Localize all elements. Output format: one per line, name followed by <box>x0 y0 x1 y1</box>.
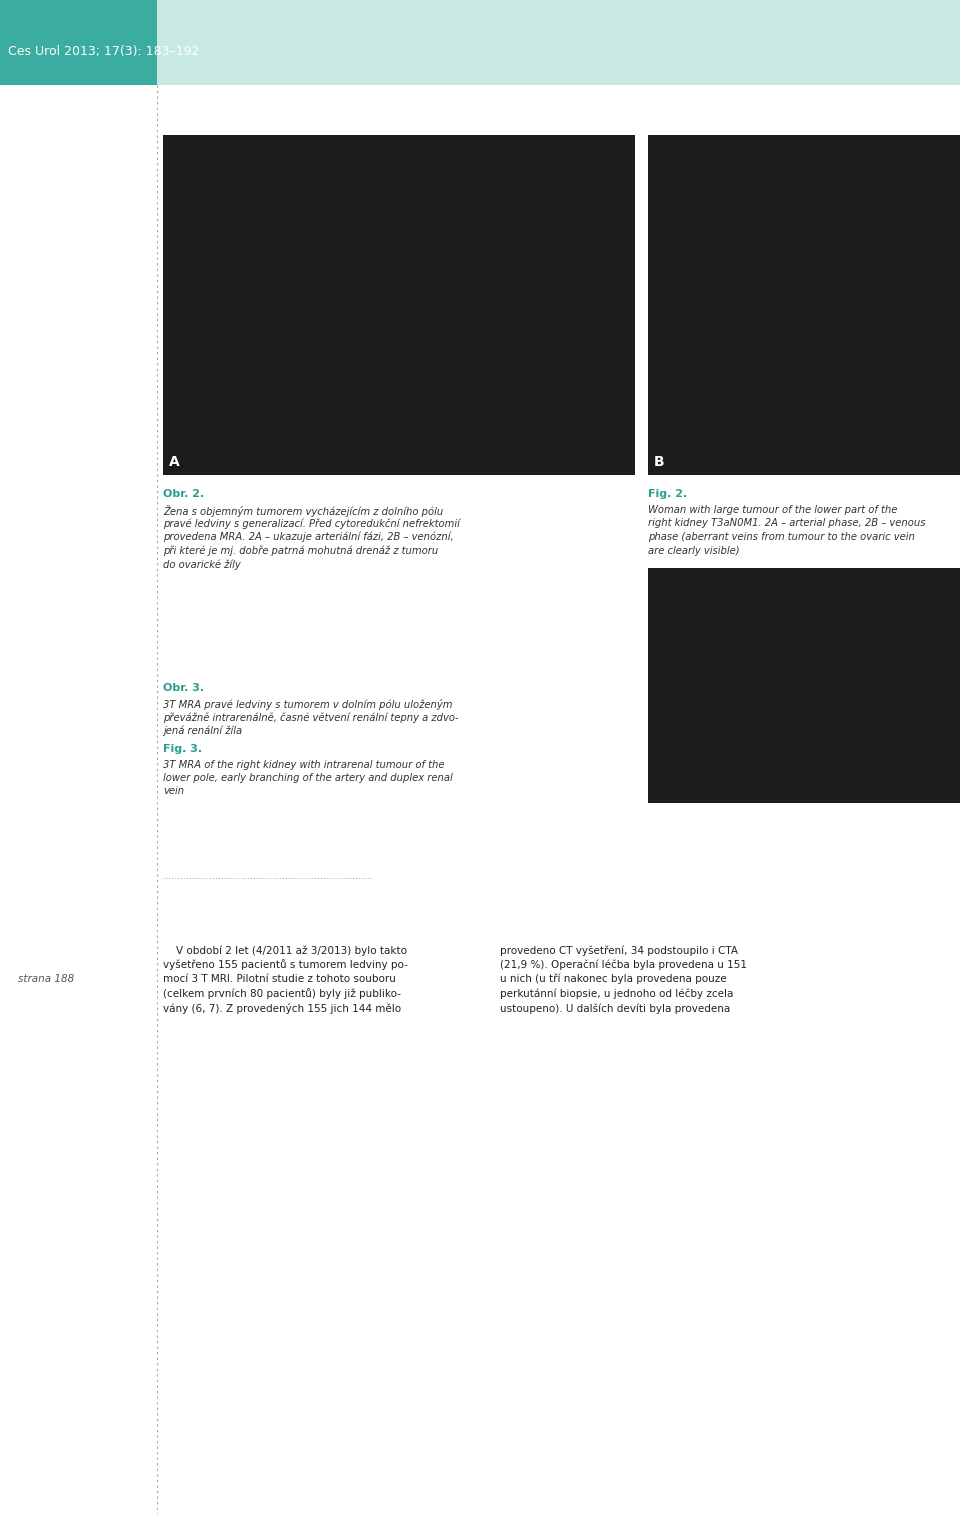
Text: V období 2 let (4/2011 až 3/2013) bylo takto: V období 2 let (4/2011 až 3/2013) bylo t… <box>163 945 407 955</box>
Text: 3T MRA of the right kidney with intrarenal tumour of the: 3T MRA of the right kidney with intraren… <box>163 760 444 769</box>
Text: do ovarické žíly: do ovarické žíly <box>163 559 241 569</box>
Text: (21,9 %). Operační léčba byla provedena u 151: (21,9 %). Operační léčba byla provedena … <box>500 960 747 970</box>
Bar <box>0 0 157 85</box>
Text: perkutánní biopsie, u jednoho od léčby zcela: perkutánní biopsie, u jednoho od léčby z… <box>500 989 733 999</box>
Text: jená renální žíla: jená renální žíla <box>163 727 242 736</box>
Text: phase (aberrant veins from tumour to the ovaric vein: phase (aberrant veins from tumour to the… <box>648 531 915 542</box>
Text: are clearly visible): are clearly visible) <box>648 545 739 556</box>
Text: vány (6, 7). Z provedených 155 jich 144 mělo: vány (6, 7). Z provedených 155 jich 144 … <box>163 1002 401 1014</box>
Text: strana 188: strana 188 <box>18 974 74 984</box>
Text: ustoupeno). U dalších devíti byla provedena: ustoupeno). U dalších devíti byla proved… <box>500 1002 731 1013</box>
Text: při které je mj. dobře patrná mohutná drenáž z tumoru: při které je mj. dobře patrná mohutná dr… <box>163 545 439 556</box>
Text: u nich (u tří nakonec byla provedena pouze: u nich (u tří nakonec byla provedena pou… <box>500 974 727 984</box>
Text: Obr. 2.: Obr. 2. <box>163 489 204 500</box>
Text: right kidney T3aN0M1. 2A – arterial phase, 2B – venous: right kidney T3aN0M1. 2A – arterial phas… <box>648 518 925 528</box>
Text: převážně intrarenálně, časné větvení renální tepny a zdvo-: převážně intrarenálně, časné větvení ren… <box>163 713 459 724</box>
Text: Fig. 2.: Fig. 2. <box>648 489 687 500</box>
Bar <box>163 135 635 475</box>
Text: mocí 3 T MRI. Pilotní studie z tohoto souboru: mocí 3 T MRI. Pilotní studie z tohoto so… <box>163 974 396 984</box>
Text: B: B <box>654 456 664 469</box>
Text: pravé ledviny s generalizací. Před cytoredukční nefrektomií: pravé ledviny s generalizací. Před cytor… <box>163 518 460 528</box>
Text: A: A <box>169 456 180 469</box>
Text: 3T MRA pravé ledviny s tumorem v dolním pólu uloženým: 3T MRA pravé ledviny s tumorem v dolním … <box>163 699 452 710</box>
Text: provedena MRA. 2A – ukazuje arteriální fázi, 2B – venózní,: provedena MRA. 2A – ukazuje arteriální f… <box>163 531 454 542</box>
Text: lower pole, early branching of the artery and duplex renal: lower pole, early branching of the arter… <box>163 774 453 783</box>
Bar <box>648 135 960 475</box>
Text: vein: vein <box>163 786 184 796</box>
Text: Fig. 3.: Fig. 3. <box>163 743 203 754</box>
Bar <box>157 0 960 85</box>
Text: Žena s objemným tumorem vycházejícím z dolního pólu: Žena s objemným tumorem vycházejícím z d… <box>163 506 444 516</box>
Text: Woman with large tumour of the lower part of the: Woman with large tumour of the lower par… <box>648 506 898 515</box>
Text: (celkem prvních 80 pacientů) byly již publiko-: (celkem prvních 80 pacientů) byly již pu… <box>163 989 401 999</box>
Text: provedeno CT vyšetření, 34 podstoupilo i CTA: provedeno CT vyšetření, 34 podstoupilo i… <box>500 945 738 955</box>
Text: Ces Urol 2013; 17(3): 183–192: Ces Urol 2013; 17(3): 183–192 <box>8 44 200 58</box>
Bar <box>648 568 960 802</box>
Text: vyšetřeno 155 pacientů s tumorem ledviny po-: vyšetřeno 155 pacientů s tumorem ledviny… <box>163 960 408 970</box>
Text: Obr. 3.: Obr. 3. <box>163 683 204 693</box>
